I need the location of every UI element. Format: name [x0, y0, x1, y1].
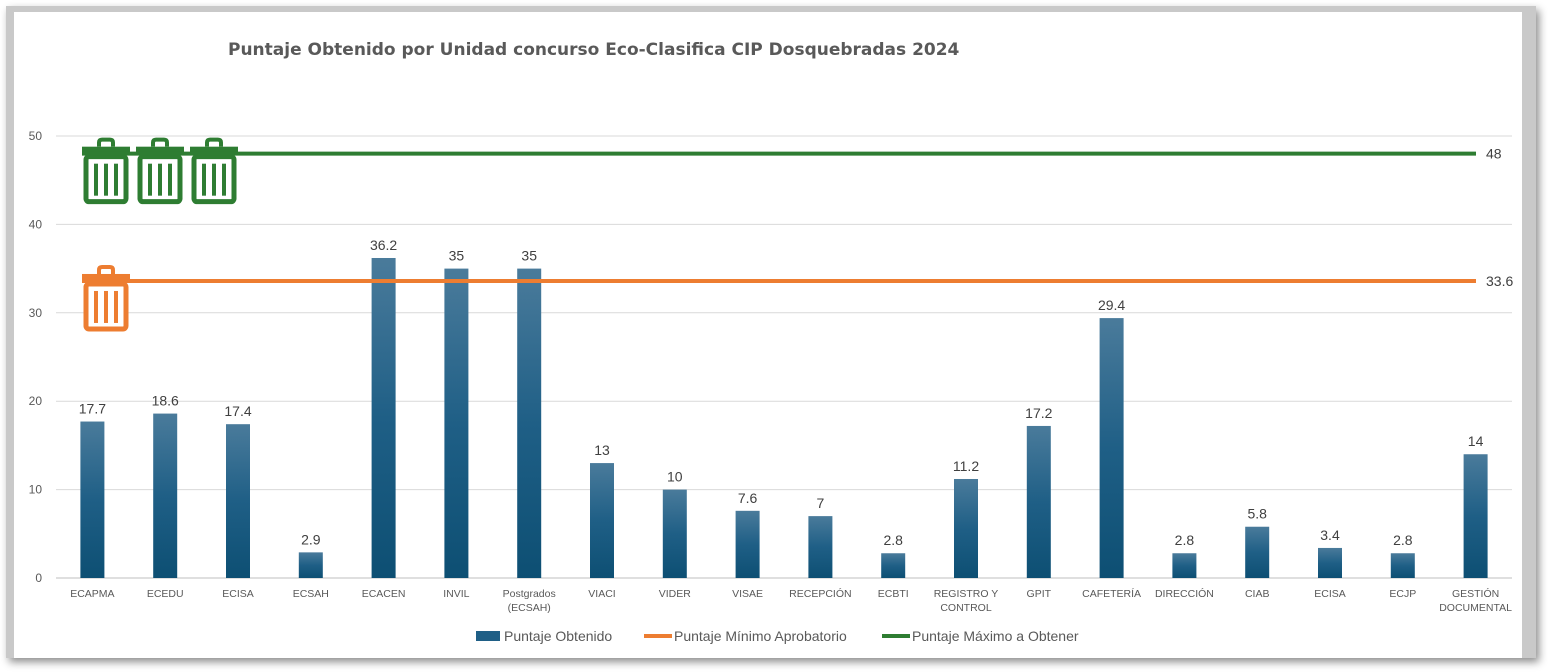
bar — [1026, 425, 1051, 578]
data-label: 2.8 — [1175, 532, 1195, 548]
bar — [662, 489, 687, 578]
y-tick-label: 10 — [29, 483, 43, 497]
bar — [954, 478, 978, 578]
trash-can-handle — [151, 137, 169, 147]
data-label: 7 — [817, 495, 825, 511]
trash-can-handle — [97, 264, 115, 274]
y-tick-label: 0 — [35, 571, 42, 585]
data-label: 18.6 — [152, 393, 179, 409]
bar-series: 17.7 18.6 17.4 2.9 36.2 35 35 13 10 7.6 7 2.8 11.2 17… — [79, 237, 1488, 578]
x-tick-label: GESTIÓN — [1452, 587, 1499, 600]
x-tick-label: REGISTRO Y — [934, 588, 999, 600]
data-label: 14 — [1468, 433, 1484, 449]
bar — [735, 510, 760, 578]
bar — [1099, 318, 1124, 578]
x-tick-label: CAFETERÍA — [1082, 587, 1141, 600]
x-tick-label: Postgrados — [503, 588, 556, 600]
x-tick-label: VISAE — [732, 588, 763, 600]
legend-item: Puntaje Obtenido — [476, 628, 612, 644]
y-tick-label: 50 — [29, 129, 43, 143]
data-label: 36.2 — [370, 237, 397, 253]
x-tick-label: ECJP — [1389, 588, 1416, 600]
data-label: 13 — [594, 442, 610, 458]
x-tick-label: ECACEN — [362, 588, 406, 600]
data-label: 17.2 — [1025, 405, 1052, 421]
trash-can-lid — [136, 146, 184, 154]
legend: Puntaje Obtenido Puntaje Mínimo Aprobator… — [476, 628, 1079, 644]
reference-lines: 33.6 48 — [82, 137, 1513, 332]
bar — [517, 268, 542, 578]
data-label: 2.8 — [1393, 532, 1413, 548]
y-tick-label: 40 — [29, 217, 43, 231]
legend-swatch — [476, 631, 500, 641]
bar-chart: Puntaje Obtenido por Unidad concurso Eco… — [29, 40, 1514, 644]
legend-label: Puntaje Mínimo Aprobatorio — [674, 628, 847, 644]
trash-can-handle — [97, 137, 115, 147]
bar — [226, 424, 250, 578]
bar — [1463, 454, 1488, 578]
bar — [881, 553, 906, 578]
bar — [808, 516, 833, 578]
bar — [298, 552, 323, 578]
bar — [1245, 526, 1270, 578]
bar — [1172, 553, 1197, 578]
x-tick-label: DIRECCIÓN — [1155, 587, 1214, 600]
bar — [444, 268, 469, 578]
trash-can-lid — [190, 146, 238, 154]
trash-can-lid — [82, 273, 130, 281]
bar — [80, 421, 105, 578]
x-tick-label: CONTROL — [940, 602, 991, 614]
data-label: 3.4 — [1320, 527, 1340, 543]
data-label: 11.2 — [953, 458, 979, 474]
legend-label: Puntaje Máximo a Obtener — [912, 628, 1079, 644]
x-tick-label: ECISA — [1314, 588, 1346, 600]
x-tick-label: RECEPCIÓN — [789, 587, 851, 600]
trash-can-icon — [82, 137, 130, 205]
y-tick-label: 30 — [29, 306, 43, 320]
data-label: 10 — [667, 469, 683, 485]
x-tick-label: (ECSAH) — [508, 602, 551, 614]
trash-can-icon — [136, 137, 184, 205]
bar — [1390, 553, 1415, 578]
data-label: 17.7 — [79, 401, 106, 417]
chart-title: Puntaje Obtenido por Unidad concurso Eco… — [228, 40, 960, 60]
legend-item: Puntaje Máximo a Obtener — [882, 628, 1079, 644]
data-label: 17.4 — [224, 403, 251, 419]
x-tick-label: ECEDU — [147, 588, 184, 600]
bar — [590, 463, 614, 578]
x-tick-label: ECISA — [222, 588, 254, 600]
bar — [153, 413, 178, 578]
x-tick-label: INVIL — [443, 588, 469, 600]
bar — [371, 257, 396, 578]
legend-item: Puntaje Mínimo Aprobatorio — [644, 628, 847, 644]
x-tick-label: GPIT — [1027, 588, 1052, 600]
data-label: 2.8 — [883, 532, 903, 548]
data-label: 5.8 — [1247, 506, 1267, 522]
y-tick-label: 20 — [29, 394, 43, 408]
data-label: 7.6 — [738, 490, 758, 506]
x-tick-label: ECBTI — [878, 588, 909, 600]
data-label: 2.9 — [301, 531, 321, 547]
trash-can-lid — [82, 146, 130, 154]
reference-line-label: 33.6 — [1486, 273, 1513, 289]
trash-can-icon — [190, 137, 238, 205]
x-tick-label: ECAPMA — [70, 588, 114, 600]
chart-panel: Puntaje Obtenido por Unidad concurso Eco… — [14, 12, 1522, 658]
x-axis: ECAPMA ECEDU ECISA ECSAH ECACEN INVIL Postgrad… — [70, 587, 1512, 614]
x-tick-label: VIACI — [588, 588, 615, 600]
reference-line-label: 48 — [1486, 146, 1502, 162]
data-label: 29.4 — [1098, 297, 1125, 313]
y-axis: 0 10 20 30 40 50 — [29, 129, 43, 585]
legend-label: Puntaje Obtenido — [504, 628, 612, 644]
bar — [1318, 547, 1342, 578]
trash-can-icon — [82, 264, 130, 332]
x-tick-label: CIAB — [1245, 588, 1270, 600]
data-label: 35 — [521, 248, 537, 264]
x-tick-label: VIDER — [659, 588, 692, 600]
x-tick-label: ECSAH — [293, 588, 329, 600]
data-label: 35 — [449, 248, 465, 264]
x-tick-label: DOCUMENTAL — [1439, 602, 1512, 614]
trash-can-handle — [205, 137, 223, 147]
gridlines — [56, 135, 1512, 579]
